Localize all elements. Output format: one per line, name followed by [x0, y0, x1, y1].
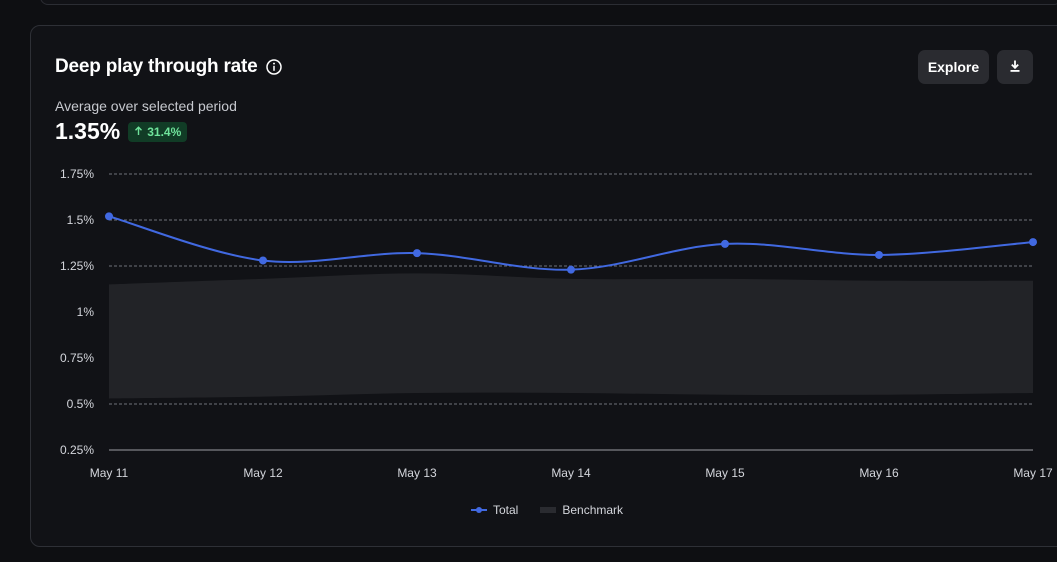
- change-badge: 31.4%: [128, 121, 188, 142]
- x-tick-label: May 17: [1013, 466, 1053, 480]
- arrow-up-icon: [134, 125, 143, 139]
- total-point[interactable]: [1029, 238, 1037, 247]
- legend-benchmark-swatch: [540, 507, 557, 513]
- legend-benchmark-label: Benchmark: [562, 503, 624, 517]
- previous-card-edge: [40, 0, 1057, 5]
- y-tick-label: 0.25%: [60, 443, 94, 457]
- line-chart: 1.75%1.5%1.25%1%0.75%0.5%0.25% May 11 May…: [60, 167, 1053, 480]
- x-tick-label: May 16: [859, 466, 899, 480]
- y-tick-label: 0.5%: [67, 397, 95, 411]
- download-icon: [1008, 59, 1022, 76]
- y-tick-label: 0.75%: [60, 351, 94, 365]
- total-point[interactable]: [259, 256, 267, 265]
- y-axis-ticks: 1.75% 1.5% 1.25% 1% 0.75% 0.5% 0.25%: [60, 167, 94, 457]
- card-actions: Explore: [918, 50, 1033, 84]
- deep-play-card: Deep play through rate Explore Average o…: [30, 25, 1057, 547]
- legend-total-label: Total: [493, 503, 519, 517]
- title-row: Deep play through rate: [55, 56, 282, 78]
- metric-value: 1.35%: [55, 118, 121, 144]
- total-point[interactable]: [105, 212, 113, 221]
- y-tick-label: 1.5%: [67, 213, 95, 227]
- benchmark-band: [109, 273, 1033, 399]
- benchmark-band-layer: [109, 273, 1033, 399]
- legend-item-benchmark[interactable]: Benchmark: [540, 503, 623, 517]
- x-tick-label: May 13: [397, 466, 437, 480]
- chart-legend: Total Benchmark: [471, 503, 623, 517]
- change-value: 31.4%: [147, 124, 182, 139]
- total-point[interactable]: [567, 265, 575, 274]
- x-axis-ticks: May 11 May 12 May 13 May 14 May 15 May 16 May …: [90, 466, 1053, 480]
- x-tick-label: May 12: [243, 466, 283, 480]
- metric-row: 1.35% 31.4%: [55, 118, 188, 145]
- x-tick-label: May 11: [90, 466, 129, 480]
- total-line: [108, 215, 1034, 271]
- total-line-layer: [105, 212, 1037, 274]
- y-tick-label: 1.25%: [60, 259, 94, 273]
- card-title: Deep play through rate: [55, 56, 258, 77]
- period-caption: Average over selected period: [55, 98, 237, 114]
- info-icon[interactable]: [265, 59, 282, 75]
- x-tick-label: May 14: [551, 466, 591, 480]
- total-point[interactable]: [721, 239, 729, 248]
- y-tick-label: 1%: [77, 305, 95, 319]
- total-point[interactable]: [875, 250, 883, 259]
- x-tick-label: May 15: [705, 466, 745, 480]
- total-point[interactable]: [413, 249, 421, 258]
- explore-button[interactable]: Explore: [918, 50, 989, 84]
- legend-total-swatch: [471, 507, 487, 513]
- download-button[interactable]: [997, 50, 1033, 84]
- legend-item-total[interactable]: Total: [471, 503, 518, 517]
- y-tick-label: 1.75%: [60, 167, 94, 181]
